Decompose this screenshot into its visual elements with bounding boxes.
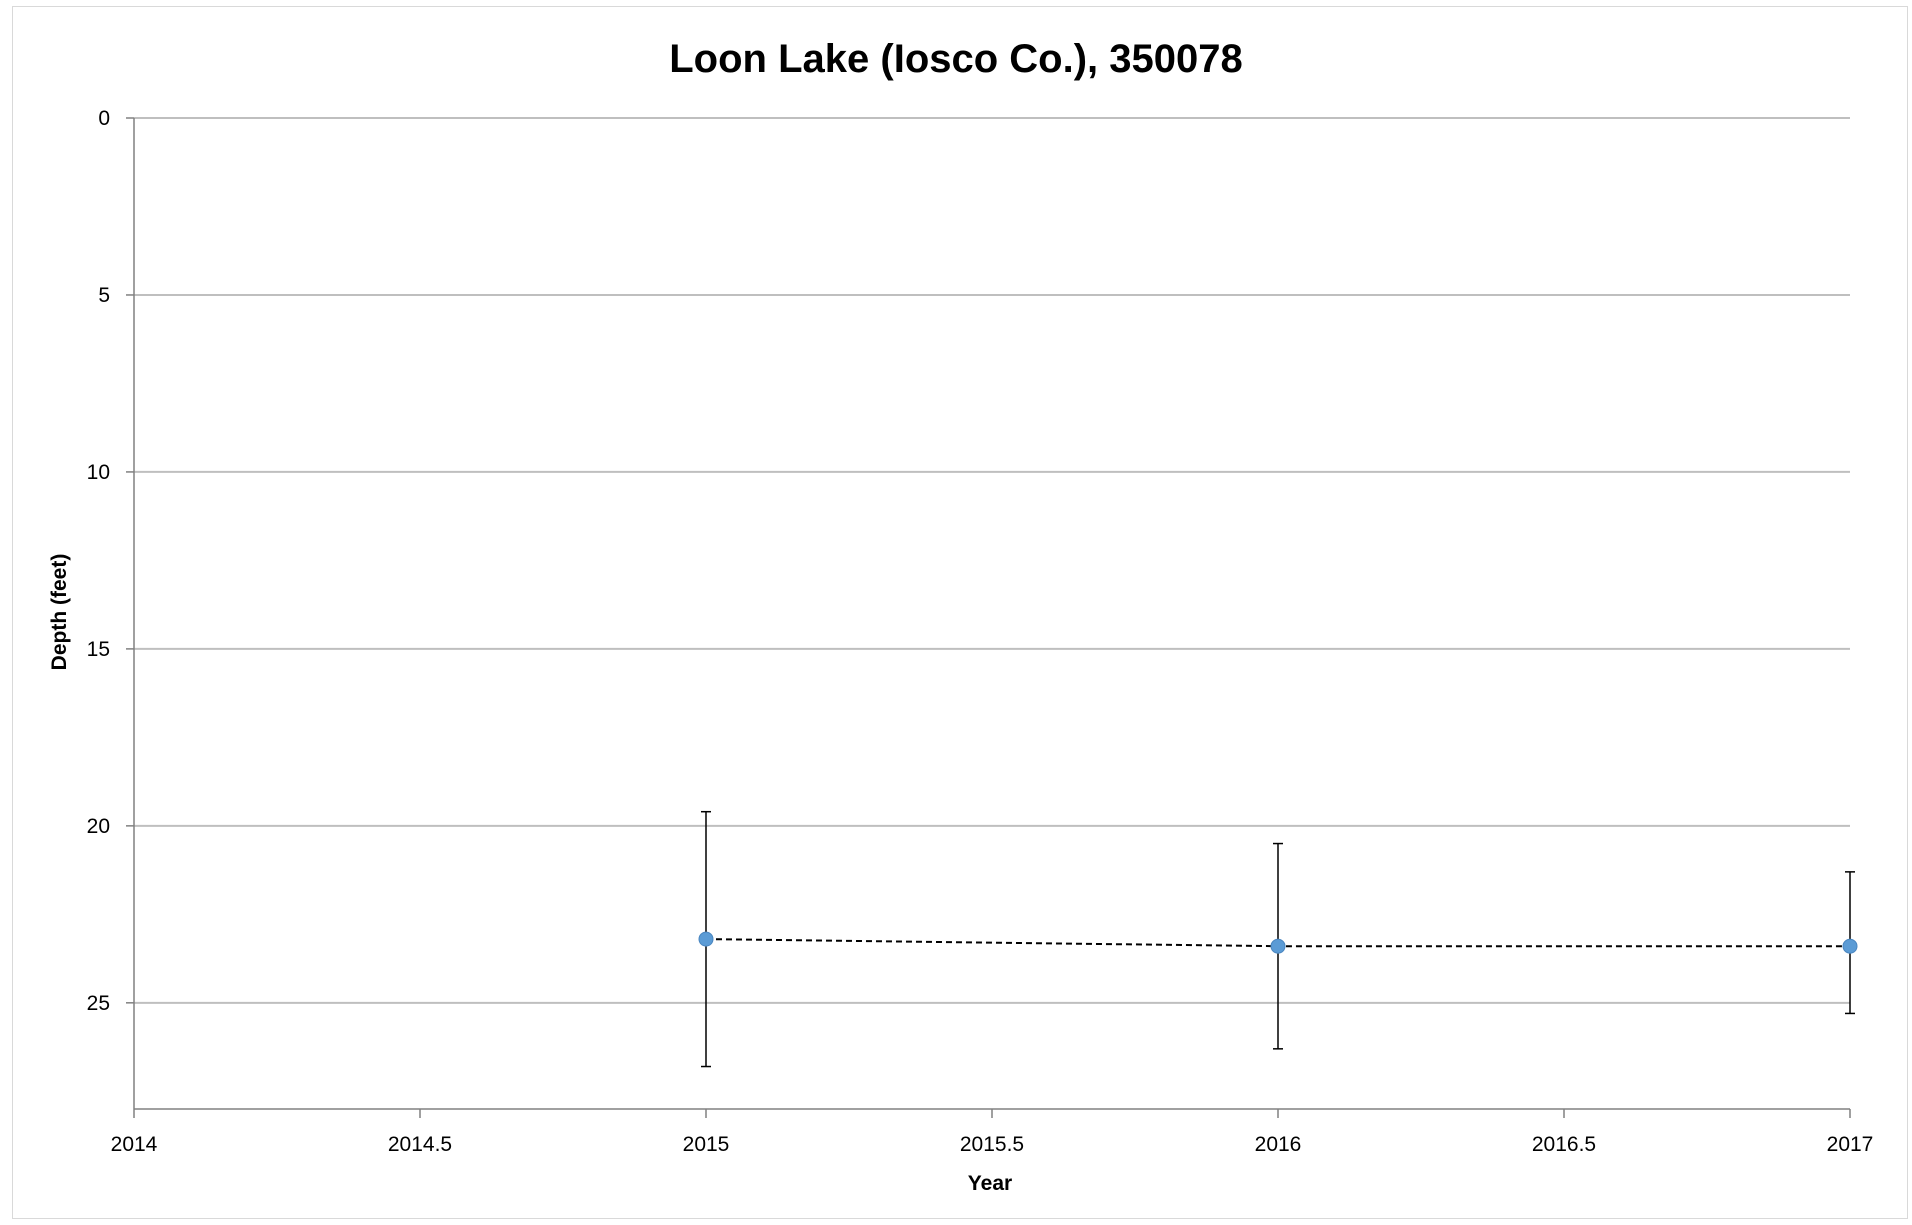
- axis-layer: 0 5 10 15 20 25 2014 2014.5 2015 2015.5 2016 2016.5…: [87, 107, 1874, 1156]
- x-axis-title: Year: [968, 1172, 1012, 1195]
- x-tick-label: 2015: [683, 1133, 730, 1156]
- y-axis-title: Depth (feet): [48, 554, 71, 671]
- x-tick-label: 2016: [1255, 1133, 1302, 1156]
- x-tick-label: 2014.5: [388, 1133, 452, 1156]
- chart-title: Loon Lake (Iosco Co.), 350078: [669, 37, 1243, 81]
- grid-layer: [134, 117, 1850, 1004]
- x-tick-label: 2014: [111, 1133, 158, 1156]
- y-tick-label: 25: [87, 992, 110, 1015]
- y-tick-label: 0: [98, 107, 110, 130]
- y-tick-label: 5: [98, 284, 110, 307]
- y-tick-label: 15: [87, 638, 110, 661]
- x-tick-label: 2017: [1827, 1133, 1874, 1156]
- x-tick-label: 2016.5: [1532, 1133, 1596, 1156]
- x-tick-label: 2015.5: [960, 1133, 1024, 1156]
- data-point: [1842, 938, 1858, 954]
- chart-frame: [12, 6, 1908, 1219]
- y-tick-label: 10: [87, 461, 110, 484]
- data-point: [1270, 938, 1286, 954]
- y-tick-label: 20: [87, 815, 110, 838]
- data-point: [698, 931, 714, 947]
- series-layer: [698, 810, 1858, 1068]
